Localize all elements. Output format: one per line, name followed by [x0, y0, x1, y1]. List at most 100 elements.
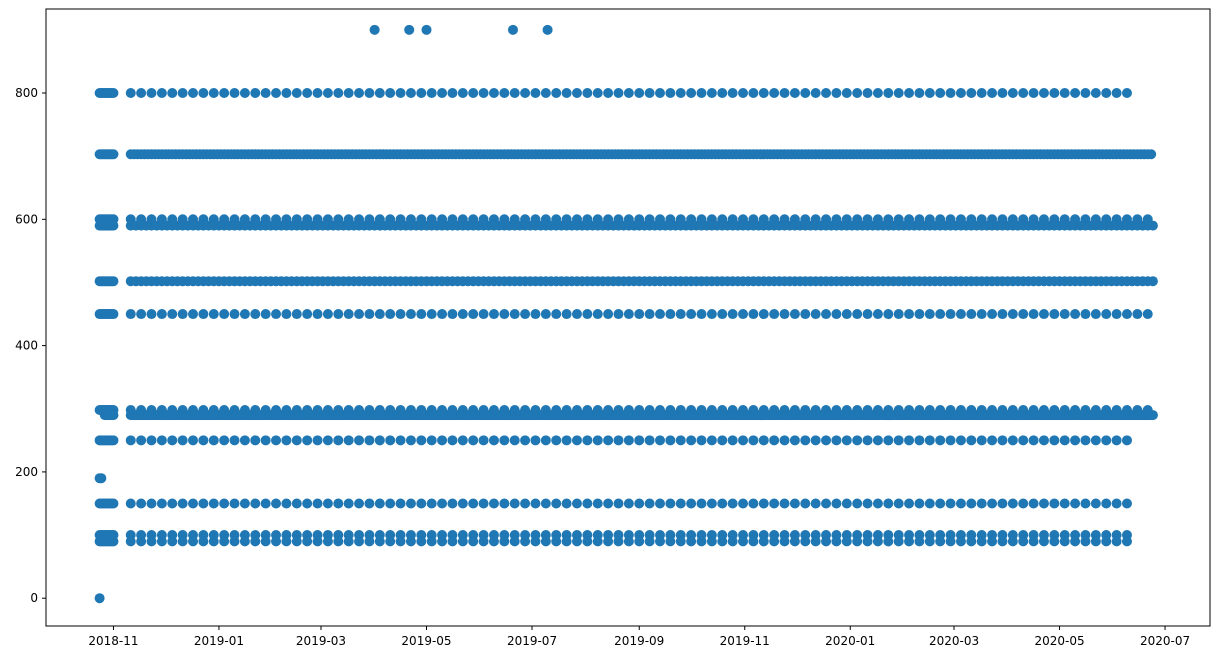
- data-point-level-150: [1080, 498, 1091, 509]
- data-point-level-450: [1101, 309, 1112, 320]
- data-point-level-800: [769, 87, 780, 98]
- data-point-level-250: [229, 435, 240, 446]
- data-point-level-250: [1090, 435, 1101, 446]
- data-point-level-90: [758, 536, 769, 547]
- data-point-level-450: [779, 309, 790, 320]
- data-point-level-150: [530, 498, 541, 509]
- data-point-level-800: [1121, 87, 1132, 98]
- data-point-level-800: [136, 87, 147, 98]
- data-point-level-90: [696, 536, 707, 547]
- data-point-level-450: [1132, 309, 1143, 320]
- data-point-level-250: [1111, 435, 1122, 446]
- data-point-level-150: [322, 498, 333, 509]
- data-point-level-90: [333, 536, 344, 547]
- data-point-level-450: [810, 309, 821, 320]
- data-point-level-250: [447, 435, 458, 446]
- data-point-level-150: [520, 498, 531, 509]
- data-point-level-90: [271, 536, 282, 547]
- data-point-level-90: [405, 536, 416, 547]
- data-point-level-800: [810, 87, 821, 98]
- data-point-level-450: [437, 309, 448, 320]
- data-point-level-450: [914, 309, 925, 320]
- data-point-level-150: [665, 498, 676, 509]
- data-point-level-250: [125, 435, 136, 446]
- data-point-level-800: [188, 87, 199, 98]
- data-point-level-250: [675, 435, 686, 446]
- data-point-level-150: [1111, 498, 1122, 509]
- data-point-level-150: [312, 498, 323, 509]
- data-point-level-150: [955, 498, 966, 509]
- data-point-level-450: [1049, 309, 1060, 320]
- y-tick-label: 600: [15, 212, 38, 226]
- data-point-level-250: [789, 435, 800, 446]
- data-point-level-800: [385, 87, 396, 98]
- data-point-level-150: [779, 498, 790, 509]
- data-point-level-250: [291, 435, 302, 446]
- data-point-level-150: [582, 498, 593, 509]
- data-point-level-450: [108, 309, 119, 320]
- plot-frame: [45, 8, 1211, 627]
- data-point-level-450: [748, 309, 759, 320]
- data-point-level-250: [405, 435, 416, 446]
- data-point-level-150: [727, 498, 738, 509]
- data-point-level-800: [177, 87, 188, 98]
- data-point-level-250: [239, 435, 250, 446]
- data-point-level-450: [561, 309, 572, 320]
- x-tick-label: 2020-05: [1034, 634, 1084, 648]
- data-point-level-450: [281, 309, 292, 320]
- data-point-level-800: [789, 87, 800, 98]
- data-point-level-90: [520, 536, 531, 547]
- data-point-level-450: [675, 309, 686, 320]
- data-point-level-150: [945, 498, 956, 509]
- data-point-level-800: [976, 87, 987, 98]
- data-point-level-150: [416, 498, 427, 509]
- data-point-level-150: [904, 498, 915, 509]
- data-point-level-800: [841, 87, 852, 98]
- data-point-level-250: [893, 435, 904, 446]
- data-point-level-90: [997, 536, 1008, 547]
- data-point-level-450: [644, 309, 655, 320]
- data-point-level-150: [1090, 498, 1101, 509]
- data-point-level-90: [841, 536, 852, 547]
- data-point-level-800: [561, 87, 572, 98]
- data-point-level-800: [426, 87, 437, 98]
- data-point-level-90: [1121, 536, 1132, 547]
- data-point-level-800: [758, 87, 769, 98]
- data-point-level-250: [426, 435, 437, 446]
- data-point-level-800: [530, 87, 541, 98]
- data-point-level-90: [260, 536, 271, 547]
- data-point-level-250: [198, 435, 209, 446]
- data-point-level-150: [748, 498, 759, 509]
- data-point-level-250: [935, 435, 946, 446]
- data-point-level-150: [260, 498, 271, 509]
- data-point-level-450: [136, 309, 147, 320]
- data-point-level-800: [686, 87, 697, 98]
- data-point-level-800: [945, 87, 956, 98]
- data-point-level-450: [571, 309, 582, 320]
- data-point-level-90: [208, 536, 219, 547]
- data-point-level-90: [1111, 536, 1122, 547]
- data-point-level-250: [385, 435, 396, 446]
- data-point-level-90: [561, 536, 572, 547]
- data-point-extra: [94, 593, 105, 604]
- data-point-level-150: [551, 498, 562, 509]
- data-point-level-590: [108, 220, 119, 231]
- data-point-level-450: [177, 309, 188, 320]
- data-point-level-450: [239, 309, 250, 320]
- data-point-level-90: [540, 536, 551, 547]
- data-point-level-90: [644, 536, 655, 547]
- data-point-level-90: [468, 536, 479, 547]
- data-point-level-250: [478, 435, 489, 446]
- data-point-level-150: [571, 498, 582, 509]
- data-point-level-450: [883, 309, 894, 320]
- data-point-level-800: [354, 87, 365, 98]
- data-point-level-150: [883, 498, 894, 509]
- data-point-level-450: [789, 309, 800, 320]
- data-point-level-250: [271, 435, 282, 446]
- data-point-level-800: [592, 87, 603, 98]
- data-point-level-800: [655, 87, 665, 98]
- data-point-level-150: [333, 498, 344, 509]
- data-point-level-150: [623, 498, 634, 509]
- data-point-level-150: [706, 498, 717, 509]
